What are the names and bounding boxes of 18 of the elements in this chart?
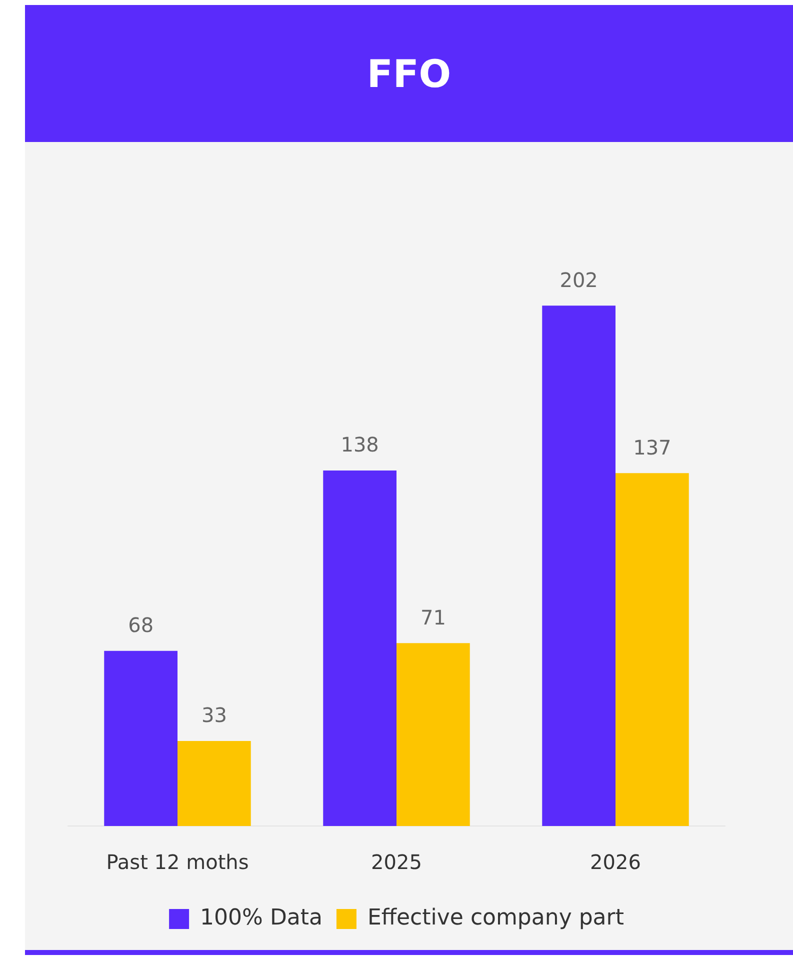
x-tick-label: 2026	[590, 850, 641, 874]
bar	[542, 306, 616, 826]
data-label: 138	[340, 432, 379, 457]
bar	[178, 740, 251, 826]
data-label: 71	[420, 605, 446, 630]
chart-title: FFO	[25, 5, 793, 142]
legend-label: Effective company part	[367, 906, 624, 931]
data-label: 68	[128, 613, 154, 638]
x-tick-label: 2025	[371, 850, 422, 874]
x-tick-label: Past 12 moths	[106, 850, 249, 874]
bar	[104, 650, 178, 826]
data-label: 137	[633, 435, 672, 460]
bar	[616, 473, 689, 826]
data-label: 33	[201, 703, 227, 728]
legend-label: 100% Data	[200, 906, 322, 931]
data-label: 202	[560, 268, 598, 292]
bar	[396, 643, 470, 826]
bar	[323, 470, 396, 826]
